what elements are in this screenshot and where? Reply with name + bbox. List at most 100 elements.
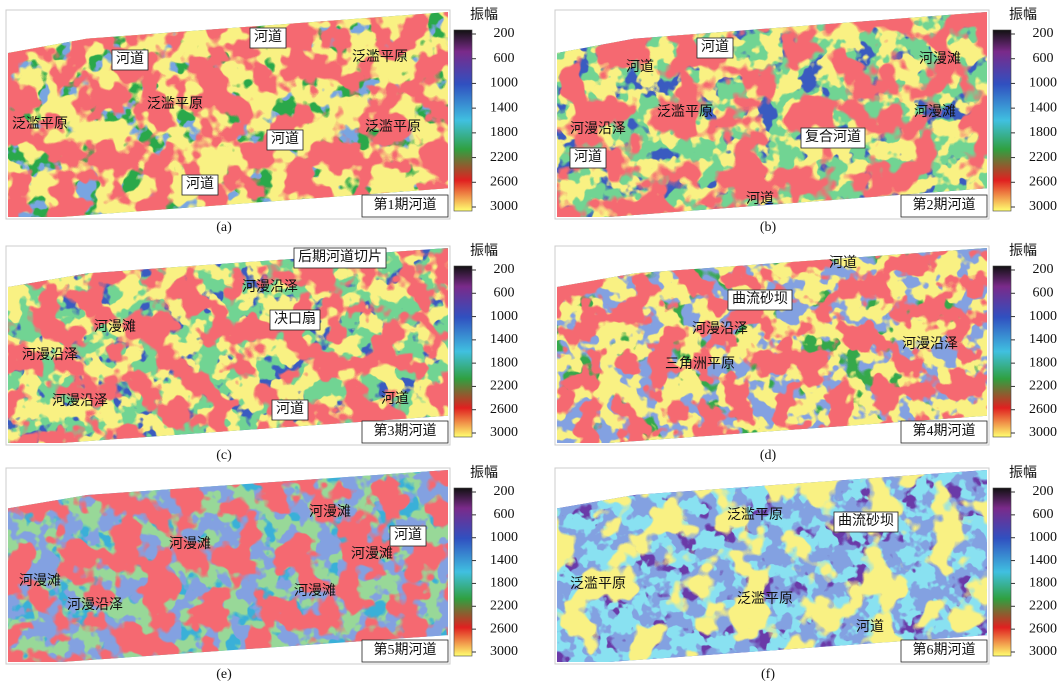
annotation: 河道	[276, 401, 304, 417]
annotation: 河道	[746, 191, 774, 207]
colorbar-tick-label: 2200	[1029, 599, 1057, 614]
colorbar-tick-label: 1000	[1029, 309, 1057, 324]
panel: 河道曲流砂坝河漫沿泽河漫沿泽三角洲平原第4期河道(d)振幅20060010001…	[555, 243, 1057, 463]
colorbar-tick-label: 2600	[490, 621, 518, 636]
colorbar-tick-label: 2200	[1029, 150, 1057, 165]
annotation: 河道	[271, 131, 299, 147]
annotation: 河道	[701, 39, 729, 55]
colorbar-tick-label: 2600	[1029, 402, 1057, 417]
annotation: 河道	[254, 29, 282, 45]
colorbar-tick-label: 1800	[1029, 576, 1057, 591]
colorbar-tick-label: 3000	[490, 425, 518, 440]
colorbar-tick-label: 2200	[490, 599, 518, 614]
colorbar-tick-label: 1000	[490, 309, 518, 324]
colorbar-tick-label: 1400	[490, 553, 518, 568]
colorbar-tick-label: 1000	[490, 530, 518, 545]
annotation: 泛滥平原	[727, 507, 783, 523]
colorbar-tick-label: 3000	[490, 644, 518, 659]
annotation: 复合河道	[805, 128, 861, 145]
annotation: 河漫沿泽	[52, 393, 108, 409]
panel: 河漫滩河道河漫滩河漫滩河漫滩河漫沿泽河漫滩第5期河道(e)振幅200600100…	[6, 465, 518, 682]
colorbar-tick-label: 3000	[1029, 199, 1057, 214]
annotation: 河漫沿泽	[242, 279, 298, 295]
colorbar-tick-label: 1800	[490, 125, 518, 140]
colorbar-title: 振幅	[470, 243, 498, 259]
annotation: 河道	[626, 59, 654, 75]
amplitude-texture	[557, 470, 987, 662]
colorbar	[454, 30, 472, 211]
colorbar-tick-label: 2600	[490, 175, 518, 190]
colorbar-tick-label: 3000	[490, 199, 518, 214]
period-label: 第1期河道	[374, 196, 437, 213]
colorbar-tick-label: 200	[1033, 484, 1054, 499]
colorbar-tick-label: 1400	[490, 332, 518, 347]
annotation: 河漫滩	[914, 104, 956, 120]
colorbar	[993, 30, 1011, 211]
annotation: 河道	[829, 255, 857, 271]
annotation: 河漫滩	[169, 536, 211, 552]
annotation: 河漫沿泽	[902, 336, 958, 352]
panel: 河道河道泛滥平原泛滥平原泛滥平原河道泛滥平原河道第1期河道(a)振幅200600…	[6, 7, 518, 235]
annotation: 河漫沿泽	[570, 121, 626, 137]
amplitude-texture	[8, 470, 448, 662]
colorbar-tick-label: 1400	[1029, 100, 1057, 115]
colorbar-tick-label: 600	[1033, 51, 1054, 66]
colorbar-tick-label: 1000	[1029, 530, 1057, 545]
annotation: 河漫沿泽	[692, 321, 748, 337]
annotation: 河漫滩	[919, 51, 961, 67]
colorbar-tick-label: 2600	[1029, 621, 1057, 636]
panel-caption: (a)	[216, 220, 232, 235]
colorbar-tick-label: 1400	[1029, 553, 1057, 568]
colorbar-tick-label: 600	[494, 51, 515, 66]
annotation: 河道	[856, 619, 884, 635]
period-label: 第4期河道	[913, 422, 976, 439]
panel-caption: (d)	[760, 448, 777, 463]
colorbar-tick-label: 1800	[490, 576, 518, 591]
colorbar-tick-label: 1000	[490, 76, 518, 91]
panel-caption: (f)	[761, 667, 775, 682]
period-label: 第6期河道	[913, 641, 976, 658]
colorbar-title: 振幅	[1009, 465, 1037, 481]
colorbar-tick-label: 2200	[490, 379, 518, 394]
period-label: 第2期河道	[913, 196, 976, 213]
annotation: 泛滥平原	[737, 591, 793, 607]
annotation: 河道	[574, 149, 602, 165]
colorbar-tick-label: 2200	[490, 150, 518, 165]
amplitude-texture	[8, 248, 448, 443]
annotation: 河漫滩	[94, 319, 136, 335]
colorbar	[993, 488, 1011, 656]
annotation: 曲流砂坝	[732, 291, 788, 307]
colorbar-title: 振幅	[1009, 243, 1037, 259]
colorbar-tick-label: 200	[494, 262, 515, 277]
panel-caption: (b)	[760, 220, 777, 235]
colorbar-tick-label: 200	[1033, 26, 1054, 41]
colorbar-tick-label: 600	[494, 286, 515, 301]
annotation: 河漫滩	[19, 573, 61, 589]
colorbar-tick-label: 200	[494, 26, 515, 41]
colorbar-tick-label: 1400	[490, 100, 518, 115]
annotation: 泛滥平原	[352, 49, 408, 65]
annotation: 泛滥平原	[12, 116, 68, 132]
annotation: 泛滥平原	[147, 96, 203, 112]
annotation: 河漫滩	[351, 546, 393, 562]
colorbar-tick-label: 600	[494, 507, 515, 522]
annotation: 河道	[186, 176, 214, 192]
amplitude-texture	[8, 12, 448, 217]
annotation: 决口扇	[274, 311, 316, 327]
annotation: 河道	[116, 51, 144, 67]
annotation: 河漫滩	[294, 583, 336, 599]
annotation: 河道	[381, 391, 409, 407]
colorbar-title: 振幅	[1009, 7, 1037, 23]
colorbar-tick-label: 3000	[1029, 644, 1057, 659]
panel-caption: (e)	[216, 667, 232, 682]
colorbar	[454, 266, 472, 437]
annotation: 泛滥平原	[657, 104, 713, 120]
panel: 泛滥平原曲流砂坝泛滥平原泛滥平原河道第6期河道(f)振幅200600100014…	[555, 465, 1057, 682]
colorbar-tick-label: 1800	[1029, 355, 1057, 370]
colorbar-tick-label: 2600	[1029, 175, 1057, 190]
panel: 后期河道切片河漫沿泽决口扇河漫滩河漫沿泽河漫沿泽河道河道第3期河道(c)振幅20…	[6, 243, 518, 463]
annotation: 河道	[394, 527, 422, 543]
annotation: 河漫沿泽	[67, 597, 123, 613]
colorbar-tick-label: 600	[1033, 286, 1054, 301]
colorbar	[993, 266, 1011, 437]
